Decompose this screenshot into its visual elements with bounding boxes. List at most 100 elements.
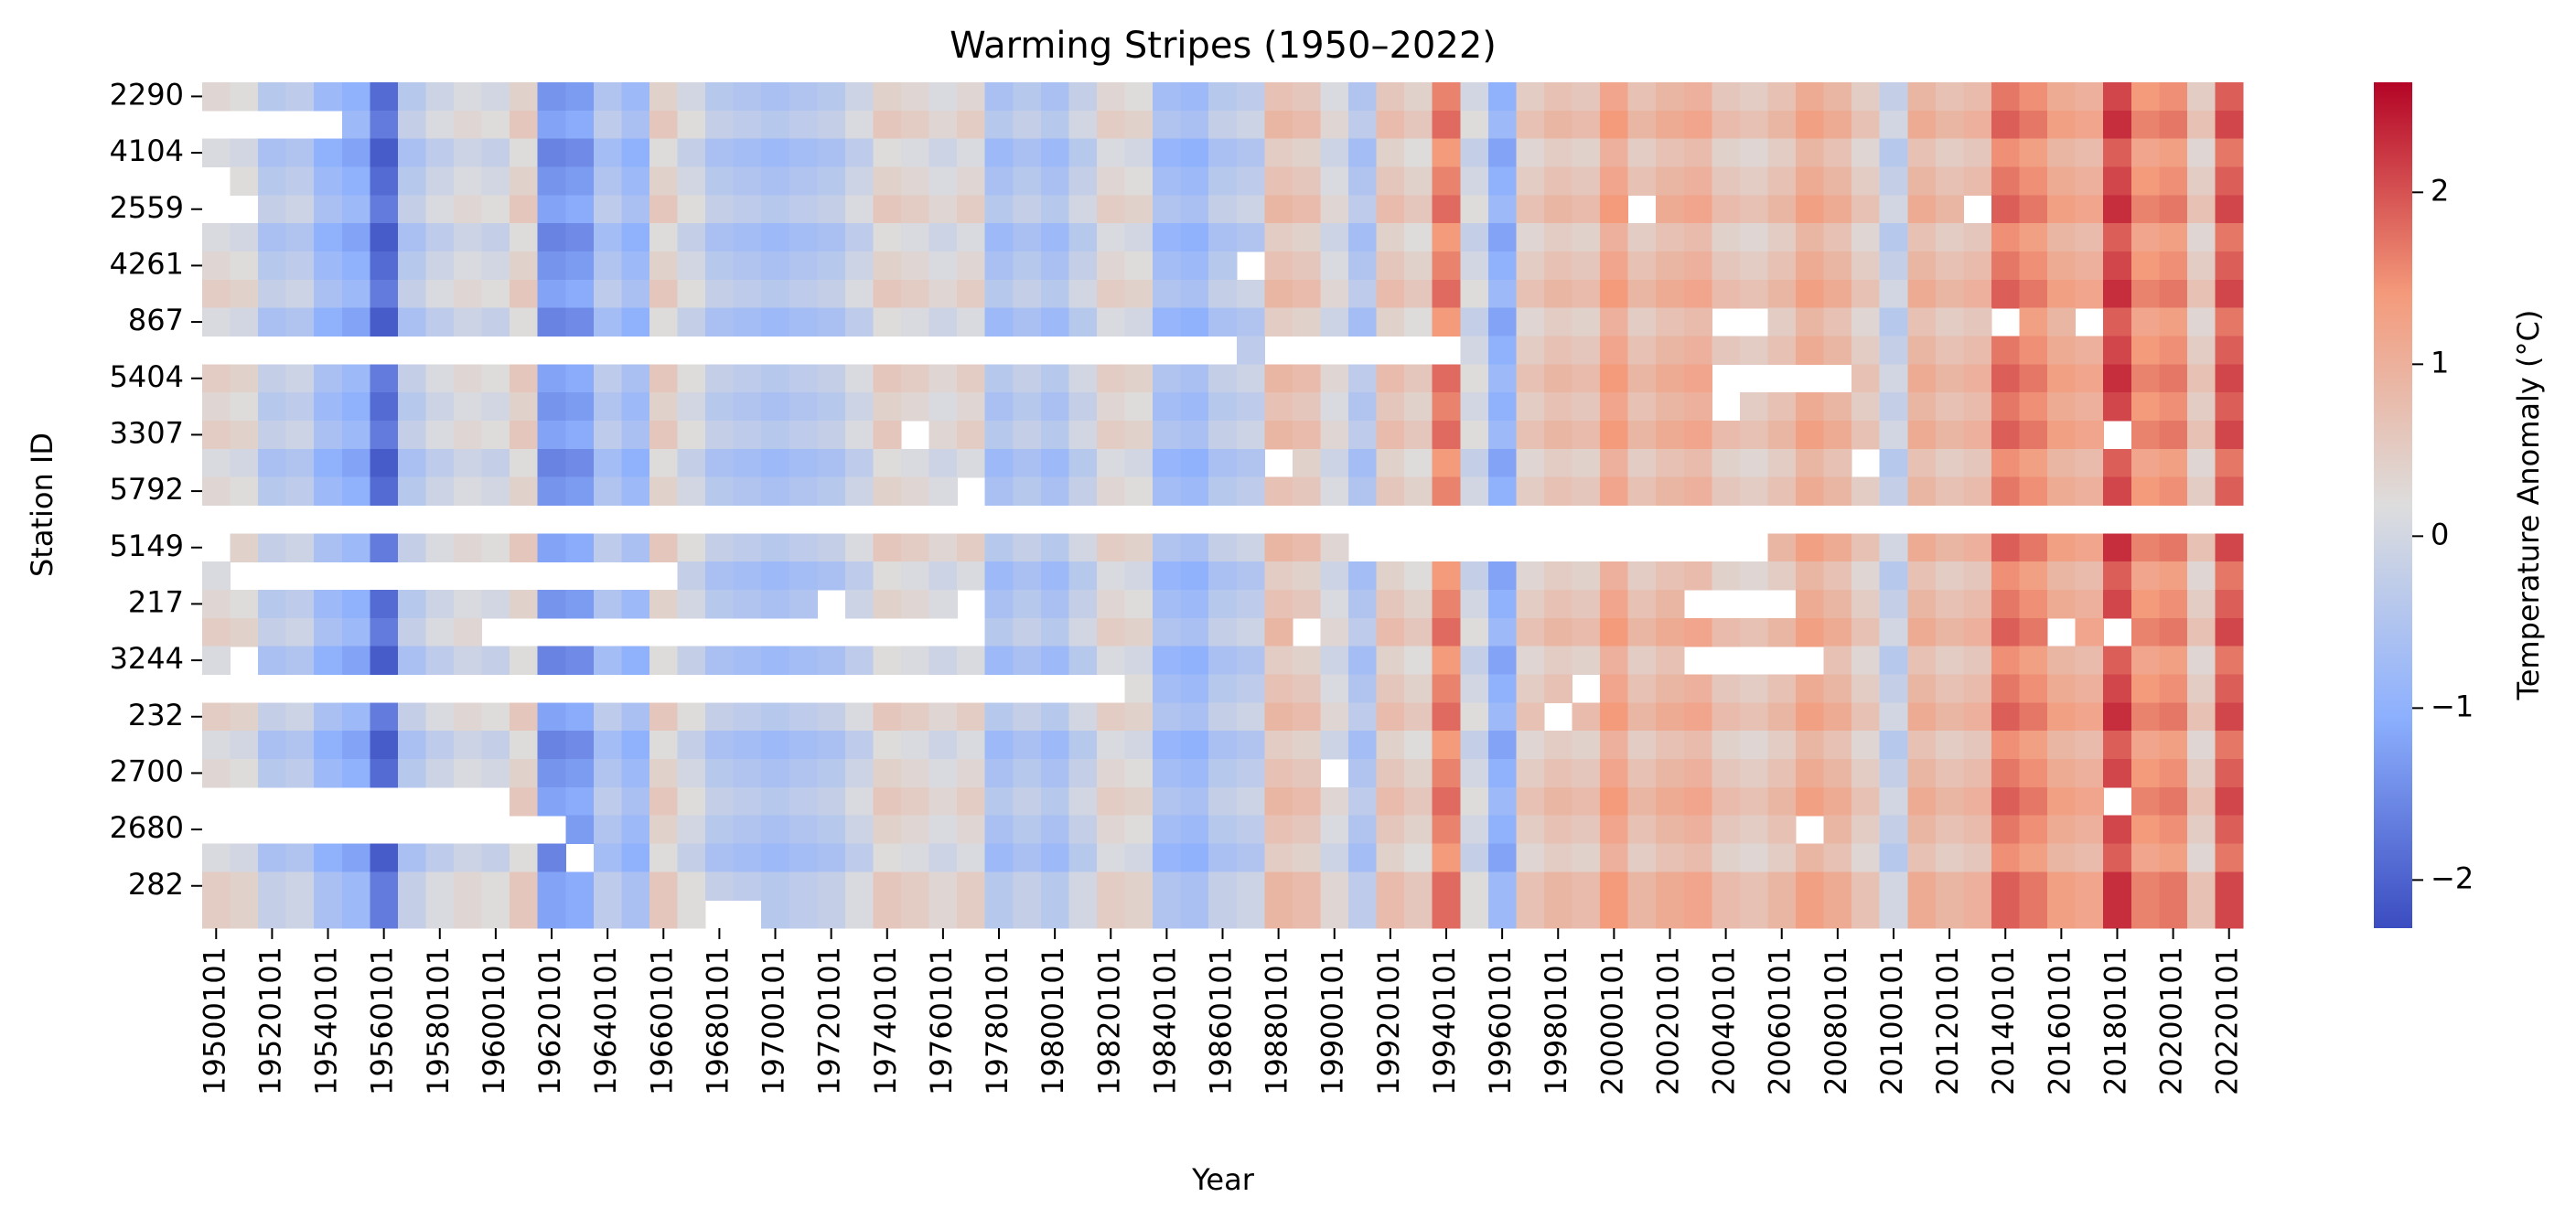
heatmap-cell [1516, 364, 1545, 393]
heatmap-cell [1656, 421, 1685, 450]
heatmap-cell [258, 82, 287, 112]
heatmap-cell [677, 110, 706, 140]
heatmap-cell [314, 138, 343, 168]
heatmap-cell [1852, 392, 1881, 422]
heatmap-cell [1096, 731, 1126, 760]
heatmap-cell [844, 82, 875, 112]
heatmap-cell [1320, 590, 1349, 619]
heatmap-cell [1656, 195, 1685, 224]
heatmap-cell [1096, 646, 1126, 676]
heatmap-cell [1096, 590, 1126, 619]
heatmap-cell [1656, 166, 1685, 196]
heatmap-cell [370, 843, 399, 872]
heatmap-cell [1432, 279, 1461, 309]
heatmap-cell [425, 82, 455, 112]
heatmap-cell [1656, 251, 1685, 281]
heatmap-cell [1208, 279, 1238, 309]
y-tick-label: 5792 [110, 472, 184, 507]
heatmap-cell [454, 82, 483, 112]
heatmap-cell [397, 759, 427, 788]
heatmap-cell [1852, 421, 1881, 450]
heatmap-cell [1991, 702, 2021, 732]
x-tick-label: 19580101 [421, 946, 456, 1095]
heatmap-cell [314, 392, 343, 422]
heatmap-cell [593, 392, 623, 422]
heatmap-cell [397, 195, 427, 224]
heatmap-cell [928, 421, 958, 450]
heatmap-cell [370, 195, 399, 224]
heatmap-cell [2019, 476, 2048, 507]
heatmap-cell [2075, 646, 2104, 676]
heatmap-cell [1600, 279, 1629, 309]
heatmap-cell [1879, 476, 1908, 507]
heatmap-cell [2186, 421, 2216, 450]
heatmap-cell [397, 702, 427, 732]
heatmap-cell [285, 392, 315, 422]
heatmap-cell [1236, 110, 1265, 140]
heatmap-cell [285, 590, 315, 619]
heatmap-cell [425, 759, 455, 788]
heatmap-cell [2103, 476, 2132, 507]
heatmap-cell [1852, 617, 1881, 647]
heatmap-cell [1236, 307, 1265, 337]
heatmap-cell [705, 786, 735, 817]
heatmap-cell [1404, 279, 1433, 309]
heatmap-cell [1153, 561, 1182, 591]
heatmap-cell [1823, 82, 1852, 112]
heatmap-cell [1935, 392, 1964, 422]
heatmap-cell [1991, 617, 2021, 647]
heatmap-cell [1963, 590, 1992, 619]
heatmap-cell [1627, 392, 1657, 422]
heatmap-cell [593, 364, 623, 393]
heatmap-cell [677, 759, 706, 788]
heatmap-cell [1823, 702, 1852, 732]
heatmap-cell [705, 759, 735, 788]
heatmap-cell [1153, 307, 1182, 337]
heatmap-cell [2047, 336, 2077, 365]
heatmap-cell [314, 843, 343, 872]
heatmap-cell [1796, 166, 1825, 196]
heatmap-cell [1516, 815, 1545, 845]
heatmap-cell [1236, 731, 1265, 760]
heatmap-cell [370, 110, 399, 140]
heatmap-cell [2075, 138, 2104, 168]
heatmap-cell [2047, 871, 2077, 901]
colorbar-tick-label: 1 [2431, 345, 2449, 379]
heatmap-cell [2131, 759, 2160, 788]
heatmap-cell [1404, 392, 1433, 422]
heatmap-cell [844, 561, 875, 591]
heatmap-cell [984, 392, 1014, 422]
heatmap-cell [1767, 138, 1797, 168]
heatmap-cell [593, 759, 623, 788]
heatmap-cell [1712, 166, 1741, 196]
heatmap-cell [1543, 166, 1573, 196]
heatmap-cell [1208, 138, 1238, 168]
heatmap-cell [1376, 674, 1405, 703]
heatmap-cell [1013, 476, 1042, 507]
heatmap-cell [1432, 590, 1461, 619]
heatmap-cell [593, 786, 623, 817]
heatmap-cell [314, 195, 343, 224]
heatmap-cell [2019, 82, 2048, 112]
heatmap-cell [285, 448, 315, 478]
heatmap-cell [1935, 279, 1964, 309]
heatmap-cell [1236, 815, 1265, 845]
heatmap-cell [1572, 617, 1601, 647]
heatmap-cell [1600, 166, 1629, 196]
heatmap-cell [1292, 646, 1322, 676]
heatmap-cell [1796, 561, 1825, 591]
heatmap-cell [1348, 843, 1378, 872]
heatmap-cell [1487, 617, 1517, 647]
heatmap-cell [1068, 731, 1098, 760]
heatmap-cell [1767, 786, 1797, 817]
heatmap-cell [2159, 533, 2188, 562]
heatmap-cell [2075, 843, 2104, 872]
heatmap-cell [1991, 871, 2021, 901]
heatmap-cell [314, 759, 343, 788]
heatmap-cell [649, 871, 679, 901]
heatmap-cell [1292, 759, 1322, 788]
heatmap-cell [1879, 900, 1908, 929]
heatmap-cell [928, 279, 958, 309]
heatmap-cell [202, 223, 231, 252]
heatmap-cell [1627, 476, 1657, 507]
